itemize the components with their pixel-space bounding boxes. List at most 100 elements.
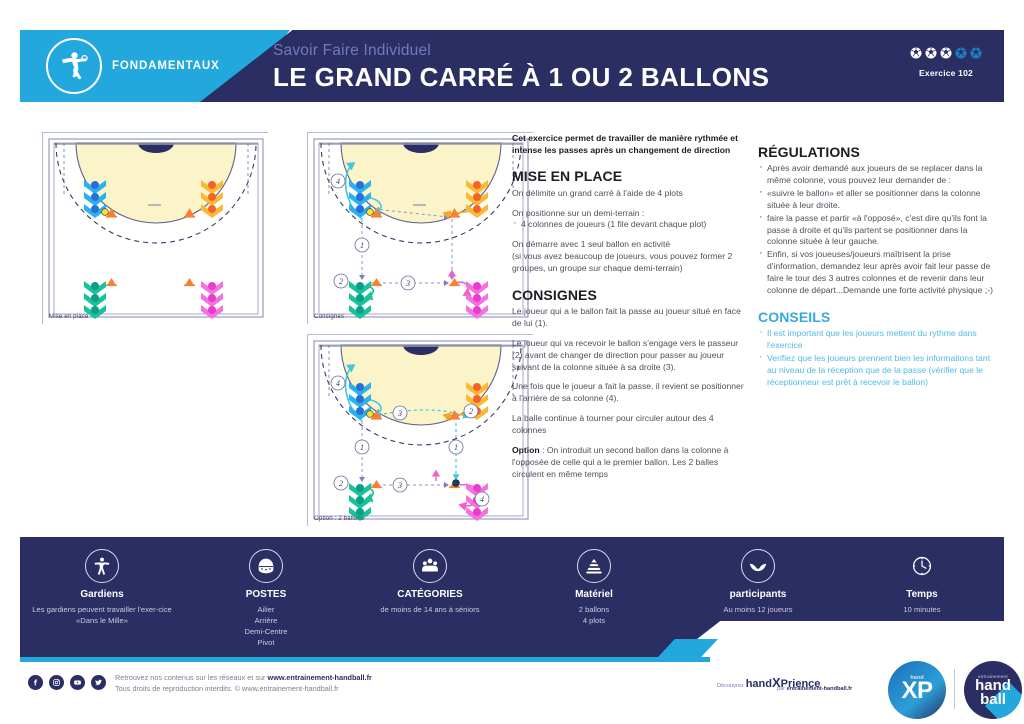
list-item: Enfin, si vos joueuses/joueurs maîtrisen…: [758, 248, 996, 296]
logo-handball[interactable]: entrainement hand ball: [964, 661, 1022, 719]
list-item: Verifiez que les joueurs prennent bien l…: [758, 352, 996, 389]
xp-hand: hand: [745, 678, 772, 690]
court-diagram-setup: Mise en place: [42, 132, 269, 325]
info-title: Temps: [906, 589, 938, 600]
right-text-column: RÉGULATIONS Après avoir demandé aux joue…: [758, 132, 996, 389]
difficulty-rating: Exercice 102: [910, 46, 982, 78]
svg-text:3: 3: [397, 409, 402, 418]
xp-prience: Prience: [780, 678, 821, 690]
ball-icon: [925, 47, 937, 59]
category-label: FONDAMENTAUX: [112, 60, 220, 72]
list-item: Après avoir demandé aux joueurs de se re…: [758, 162, 996, 187]
regulations-list: Après avoir demandé aux joueurs de se re…: [758, 162, 996, 296]
mep-bullet-1: 4 colonnes de joueurs (1 file devant cha…: [512, 218, 747, 231]
info-cell-temps: Temps 10 minutes: [840, 549, 1004, 648]
logo-xp-main: XP: [901, 677, 933, 704]
mep-p1: On délimite un grand carré à l'aide de 4…: [512, 187, 683, 198]
svg-text:2: 2: [469, 407, 473, 416]
difficulty-ball-white: [910, 46, 922, 64]
participants-icon: [741, 549, 775, 583]
svg-text:4: 4: [336, 379, 340, 388]
logo-hb-tiny: entrainement: [978, 673, 1008, 679]
exercise-number: Exercice 102: [919, 68, 973, 78]
info-title: participants: [729, 589, 787, 600]
logo-xp-small: hand: [910, 675, 924, 681]
legal-site[interactable]: www.entrainement-handball.fr: [267, 673, 372, 682]
court-label: Mise en place: [49, 313, 89, 320]
svg-text:1: 1: [454, 443, 458, 452]
list-item: «suivre le ballon» et aller se positionn…: [758, 187, 996, 212]
goalkeeper-icon: [85, 549, 119, 583]
discover-label: Découvrez: [717, 683, 744, 689]
xp-x: X: [771, 675, 781, 690]
heading-conseils: CONSEILS: [758, 308, 831, 325]
heading-mise-en-place: MISE EN PLACE: [512, 168, 623, 185]
ball-icon: [970, 47, 982, 59]
info-text: 2 ballons 4 plots: [578, 605, 610, 625]
center-text-column: Cet exercice permet de travailler de man…: [512, 132, 747, 481]
info-cell-mat-riel: Matériel 2 ballons 4 plots: [512, 549, 676, 648]
logo-separator: [954, 669, 955, 709]
main-content: Mise en place: [20, 126, 1004, 527]
categories-icon: [413, 549, 447, 583]
svg-text:2: 2: [339, 479, 343, 488]
info-text: Au moins 12 joueurs: [723, 605, 793, 614]
consignes-p2: Le joueur qui va recevoir le ballon s'en…: [512, 337, 739, 372]
info-cell-cat-gories: CATÉGORIES de moins de 14 ans à séniors: [348, 549, 512, 648]
legal-text: Retrouvez nos contenus sur les réseaux e…: [115, 673, 372, 695]
band-cut-white: [674, 621, 1004, 657]
consignes-p1: Le joueur qui a le ballon fait la passe …: [512, 306, 741, 329]
legal-line2: Tous droits de reproduction interdits. ©…: [115, 683, 339, 693]
consignes-option: Option : On introduit un second ballon d…: [512, 445, 747, 481]
list-item: Il est important que les joueurs mettent…: [758, 327, 996, 352]
header-navy-block: [200, 30, 1004, 102]
consignes-p4: La balle continue à tourner pour circule…: [512, 413, 714, 436]
info-title: Gardiens: [80, 589, 124, 600]
info-band: Gardiens Les gardiens peuvent travailler …: [20, 537, 1004, 657]
logo-hb-word1: hand: [975, 676, 1011, 694]
court-diagram-option: 1 1 2 2 3 3 4 4 Option : 2 ballons: [307, 334, 534, 527]
option-text: : On introduit un second ballon dans la …: [512, 444, 729, 479]
info-text: Les gardiens peuvent travailler l'exer-c…: [32, 605, 172, 625]
xp-site: entrainement-handball.fr: [786, 686, 853, 692]
page-header: FONDAMENTAUX Savoir Faire Individuel LE …: [20, 30, 1004, 102]
info-text: de moins de 14 ans à séniors: [380, 605, 480, 614]
info-cell-postes: POSTES Ailier Arrière Demi-Centre Pivot: [184, 549, 348, 648]
handxperience-byline: par entrainement-handball.fr: [777, 686, 852, 692]
svg-text:4: 4: [336, 177, 340, 186]
twitter-icon[interactable]: [91, 675, 106, 690]
mep-p3: On démarre avec 1 seul ballon en activit…: [512, 239, 671, 250]
difficulty-balls: [910, 46, 982, 64]
ball-icon: [940, 47, 952, 59]
ball-icon: [955, 47, 967, 59]
youtube-icon[interactable]: [70, 675, 85, 690]
option-label: Option: [512, 444, 540, 455]
cone-icon: [577, 549, 611, 583]
header-subtitle: Savoir Faire Individuel: [273, 42, 431, 59]
court-label: Consignes: [314, 313, 345, 320]
svg-text:3: 3: [405, 279, 410, 288]
facebook-icon[interactable]: [28, 675, 43, 690]
mep-p4: (si vous avez beaucoup de joueurs, vous …: [512, 251, 733, 274]
list-item: faire la passe et partir «à l'opposé», c…: [758, 212, 996, 249]
info-title: CATÉGORIES: [397, 589, 463, 600]
thrower-icon: [46, 38, 102, 94]
handxperience-wordmark: Découvrez handXPrience: [717, 675, 820, 690]
court-diagram-instructions: 1 2 3 4 Consignes: [307, 132, 534, 325]
band-cut-blue: [658, 639, 718, 657]
xp-par: par: [777, 686, 787, 692]
difficulty-ball-white: [940, 46, 952, 64]
logo-hb-word2: ball: [980, 690, 1006, 708]
info-cell-gardiens: Gardiens Les gardiens peuvent travailler …: [20, 549, 184, 648]
court-label: Option : 2 ballons: [314, 515, 364, 522]
svg-text:1: 1: [360, 241, 364, 250]
logo-handxp[interactable]: hand XP: [888, 661, 946, 719]
difficulty-ball-white: [925, 46, 937, 64]
instagram-icon[interactable]: [49, 675, 64, 690]
heading-regulations: RÉGULATIONS: [758, 144, 860, 160]
conseils-list: Il est important que les joueurs mettent…: [758, 327, 996, 389]
exercise-lead: Cet exercice permet de travailler de man…: [512, 133, 738, 156]
legal-prefix: Retrouvez nos contenus sur les réseaux e…: [115, 673, 268, 682]
info-text: 10 minutes: [903, 605, 941, 614]
mep-p2: On positionne sur un demi-terrain :: [512, 207, 645, 218]
